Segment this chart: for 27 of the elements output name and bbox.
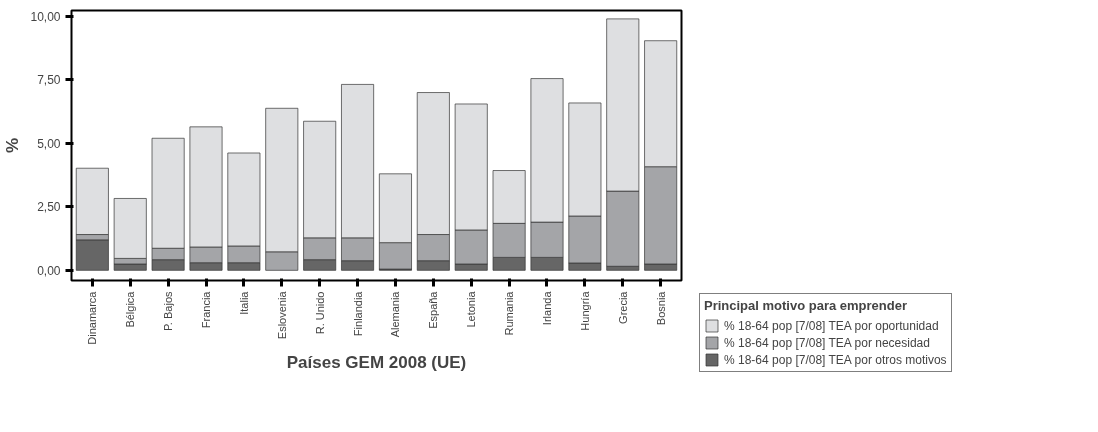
- legend-label: % 18-64 pop [7/08] TEA por necesidad: [724, 335, 930, 350]
- x-tick-label: Irlanda: [541, 290, 553, 326]
- legend-title: Principal motivo para emprender: [704, 298, 908, 313]
- x-tick-label: Bélgica: [124, 290, 137, 328]
- x-tick-label: Dinamarca: [86, 290, 99, 345]
- x-tick-label: Hungría: [578, 290, 591, 331]
- x-tick-label: Bosnia: [654, 290, 667, 326]
- x-tick-label: P. Bajos: [162, 291, 175, 332]
- x-tick-label: Italia: [237, 290, 250, 315]
- y-tick-label: 0,00: [37, 263, 61, 278]
- legend-label: % 18-64 pop [7/08] TEA por oportunidad: [724, 318, 939, 333]
- x-tick-label: España: [427, 290, 440, 329]
- legend-label: % 18-64 pop [7/08] TEA por otros motivos: [724, 352, 947, 367]
- x-tick-label: Rumania: [503, 290, 516, 336]
- y-tick-label: 10,00: [30, 9, 61, 24]
- x-tick-label: R. Unido: [313, 291, 326, 335]
- x-tick-label: Letonia: [465, 290, 478, 328]
- x-tick-label: Finlandia: [351, 290, 364, 337]
- y-axis-title: %: [3, 137, 23, 154]
- y-tick-label: 7,50: [37, 73, 61, 88]
- x-tick-label: Grecia: [616, 290, 629, 324]
- x-axis-title: Países GEM 2008 (UE): [286, 352, 467, 372]
- x-tick-label: Francia: [200, 290, 212, 329]
- y-tick-label: 5,00: [37, 136, 61, 151]
- x-tick-label: Eslovenia: [275, 290, 288, 340]
- y-tick-label: 2,50: [37, 200, 61, 215]
- x-tick-label: Alemania: [389, 290, 402, 338]
